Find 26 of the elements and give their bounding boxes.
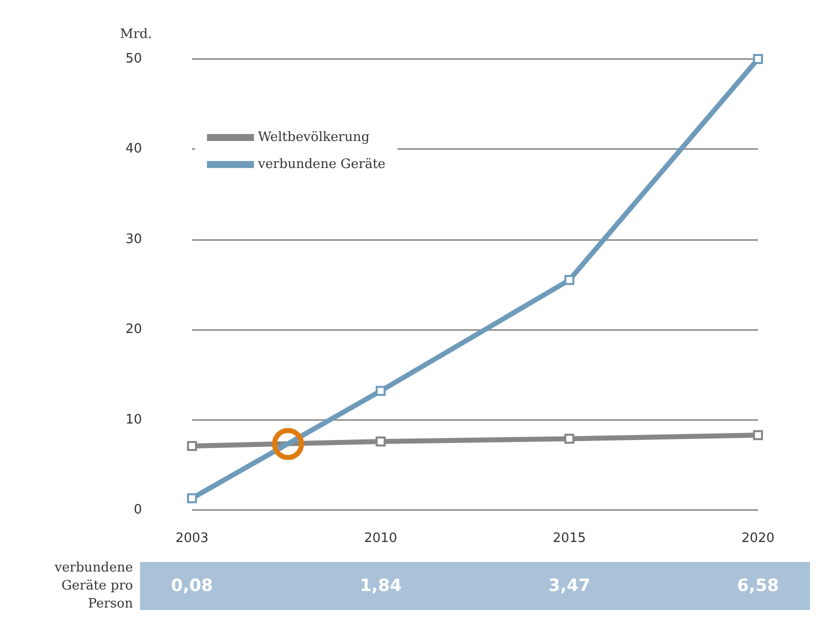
point — [187, 493, 197, 504]
point — [187, 440, 197, 451]
y-tick-label: 50 — [125, 52, 142, 66]
point — [753, 430, 763, 440]
point — [753, 54, 763, 64]
x-tick-label: 2020 — [741, 531, 775, 546]
text: 1,84 — [360, 576, 402, 596]
y-tick-label: 10 — [125, 412, 142, 428]
legend-label: verbundene Geräte — [257, 157, 386, 172]
point — [564, 434, 574, 444]
point — [376, 386, 386, 396]
x-tick-label: 2003 — [175, 531, 209, 546]
point — [564, 274, 574, 285]
text: 0,08 — [171, 576, 213, 596]
y-tick-label: 40 — [125, 142, 142, 157]
text: verbundene Geräte pro Person — [54, 560, 134, 612]
x-tick-label: 2010 — [364, 531, 398, 546]
text: 6,58 — [737, 576, 779, 596]
y-tick-label: 0 — [134, 502, 142, 518]
x-tick-label: 2015 — [552, 531, 586, 546]
y-tick-label: 20 — [125, 322, 142, 338]
y-tick-label: 30 — [125, 232, 142, 247]
text: 3,47 — [548, 576, 590, 596]
y-axis-title: Mrd. — [120, 27, 152, 42]
legend-label: Weltbevölkerung — [258, 130, 370, 145]
point — [376, 436, 386, 446]
